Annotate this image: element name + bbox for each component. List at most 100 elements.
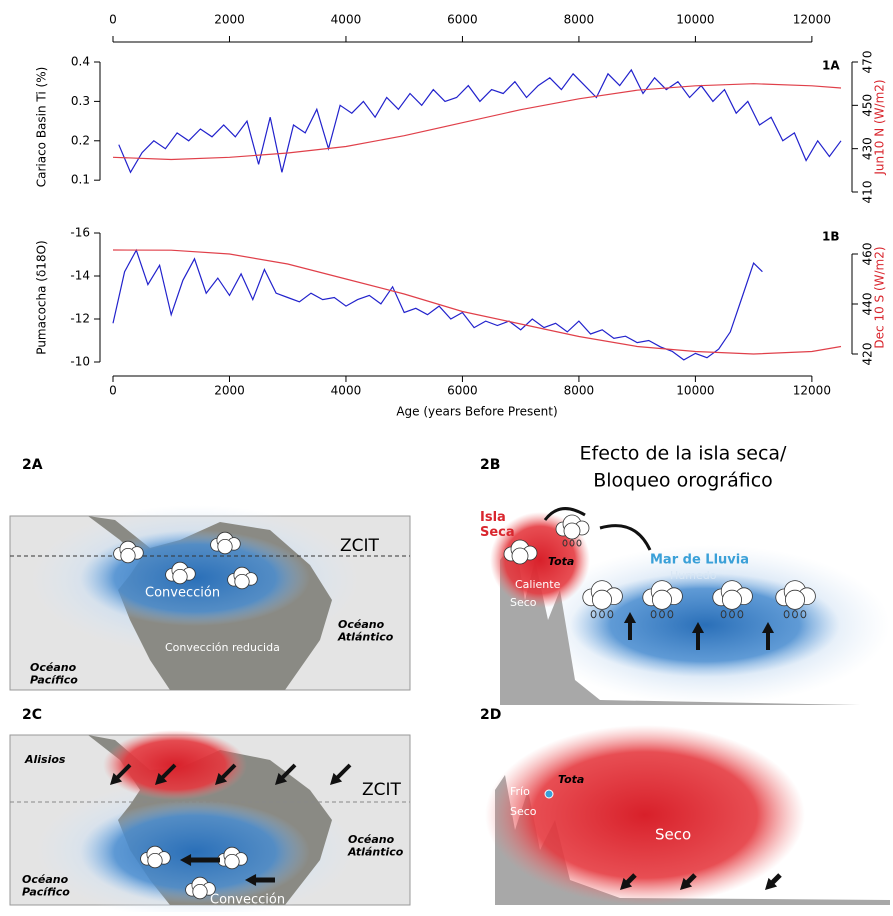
title: Efecto de la isla seca/ xyxy=(580,443,788,465)
mountain xyxy=(500,540,860,705)
cloud-part xyxy=(592,589,613,610)
y-tick-label: -14 xyxy=(70,269,90,283)
panel-label: 2C xyxy=(22,707,42,723)
drop xyxy=(659,610,665,619)
arrow-head xyxy=(765,877,778,890)
drop xyxy=(720,610,727,619)
y-tick-label: 0.1 xyxy=(71,173,90,187)
cloud-part xyxy=(147,852,163,869)
y2-tick-label: 470 xyxy=(861,51,875,74)
y-axis-label: Pumacocha (δ18O) xyxy=(35,240,49,354)
arrow-head xyxy=(691,622,705,634)
arrow-head xyxy=(330,772,343,785)
drop xyxy=(590,610,597,619)
x-tick-label: 10000 xyxy=(676,13,714,27)
arrow-head xyxy=(245,873,257,887)
x-tick-label: 4000 xyxy=(331,384,362,398)
cloud xyxy=(775,580,816,619)
drop xyxy=(607,610,614,619)
drop xyxy=(737,610,744,619)
text: Seco xyxy=(510,805,537,818)
drop xyxy=(569,539,575,547)
text: ZCIT xyxy=(362,780,402,800)
text: Convección xyxy=(145,586,220,601)
cloud xyxy=(217,846,248,870)
drop xyxy=(562,539,568,547)
x-tick-label: 8000 xyxy=(564,384,595,398)
x-tick-label: 6000 xyxy=(447,384,478,398)
x-tick-label: 2000 xyxy=(214,13,245,27)
y-tick-label: 0.3 xyxy=(71,94,90,108)
arrow-head xyxy=(110,772,123,785)
text: Mar de Lluvia xyxy=(650,553,749,568)
x-tick-label: 12000 xyxy=(793,13,831,27)
data-line xyxy=(118,68,842,174)
text: Isla Seca xyxy=(480,510,515,540)
cloud xyxy=(140,845,171,869)
mountain xyxy=(495,775,890,905)
x-axis-label: Age (years Before Present) xyxy=(396,405,557,419)
y2-tick-label: 440 xyxy=(861,293,875,316)
y-tick-label: 0.4 xyxy=(71,55,90,69)
cloud-part xyxy=(785,589,806,610)
panel-label: 2D xyxy=(480,707,501,723)
decorations xyxy=(110,514,816,900)
y2-tick-label: 410 xyxy=(861,181,875,204)
cloud xyxy=(555,514,590,547)
x-tick-label: 4000 xyxy=(331,13,362,27)
cloud xyxy=(113,540,144,564)
panel-label: 1A xyxy=(822,59,840,73)
rain-sea xyxy=(570,573,840,677)
cloud-part xyxy=(563,522,581,540)
y-tick-label: -16 xyxy=(70,226,90,240)
cloud xyxy=(642,580,683,619)
arrow-head xyxy=(620,877,633,890)
x-tick-label: 0 xyxy=(109,384,117,398)
text: ZCIT xyxy=(340,536,380,556)
arrow-head xyxy=(180,853,192,867)
drop xyxy=(800,610,807,619)
arrow-head xyxy=(275,772,288,785)
cloud-part xyxy=(511,547,529,565)
data-line xyxy=(112,83,842,161)
x-tick-label: 12000 xyxy=(793,384,831,398)
text: Humedo xyxy=(670,569,717,582)
dry-zone xyxy=(485,725,805,905)
y2-axis-label: Dec 10 S (W/m2) xyxy=(873,246,887,348)
cloud xyxy=(503,539,538,565)
arrow xyxy=(599,524,652,551)
x-tick-label: 10000 xyxy=(676,384,714,398)
cloud-part xyxy=(192,883,208,900)
y-tick-label: 0.2 xyxy=(71,133,90,147)
text: Seco xyxy=(510,596,537,609)
cloud-part xyxy=(172,568,188,585)
cloud xyxy=(185,876,216,900)
text: Seco xyxy=(655,826,691,844)
x-tick-label: 0 xyxy=(109,13,117,27)
x-tick-label: 2000 xyxy=(214,384,245,398)
text: Convección xyxy=(210,893,285,908)
arrow-head xyxy=(155,772,168,785)
text: Océano Pacífico xyxy=(30,661,78,687)
cloud-part xyxy=(120,547,136,564)
tota-point xyxy=(544,789,554,799)
x-tick-label: 8000 xyxy=(564,13,595,27)
y-tick-label: -10 xyxy=(70,355,90,369)
cloud xyxy=(582,580,623,619)
arrow-head xyxy=(623,612,637,624)
y2-tick-label: 450 xyxy=(861,94,875,117)
convection xyxy=(80,530,310,626)
text: Caliente xyxy=(515,578,561,591)
panel-label: 2B xyxy=(480,457,500,473)
cloud xyxy=(712,580,753,619)
y-axis-label: Cariaco Basin Ti (%) xyxy=(35,67,49,188)
y-tick-label: -12 xyxy=(70,312,90,326)
drop xyxy=(650,610,657,619)
cloud xyxy=(227,566,258,590)
x-tick-label: 6000 xyxy=(447,13,478,27)
text: Océano Atlántico xyxy=(337,618,394,644)
drop xyxy=(792,610,798,619)
cloud-part xyxy=(224,853,240,870)
cloud-part xyxy=(234,573,250,590)
drop xyxy=(783,610,790,619)
